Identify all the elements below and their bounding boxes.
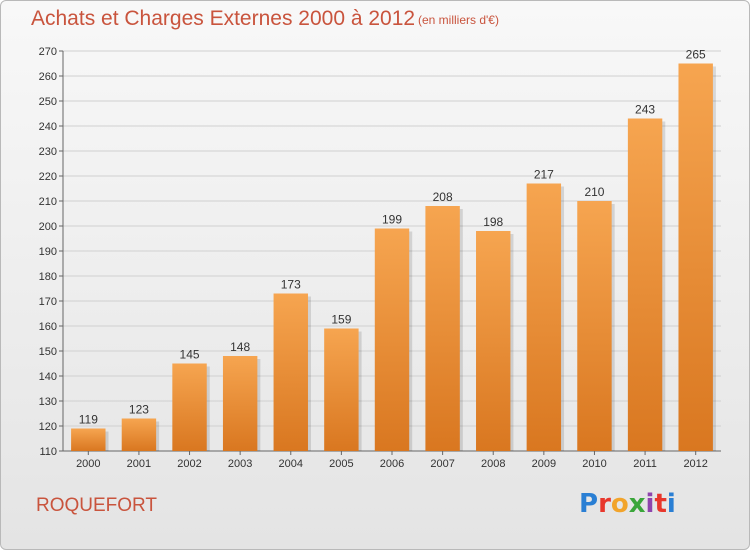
- x-tick-label: 2007: [430, 458, 454, 470]
- y-tick-label: 210: [39, 196, 57, 208]
- x-tick-label: 2011: [633, 458, 657, 470]
- bar-value-label: 159: [331, 313, 351, 327]
- y-tick-label: 220: [39, 171, 57, 183]
- bar-2009: [526, 183, 562, 451]
- logo-letter: t: [654, 489, 667, 519]
- x-tick-label: 2005: [329, 458, 353, 470]
- bar-value-label: 243: [635, 103, 655, 117]
- logo-letter: i: [666, 489, 676, 519]
- bar-value-label: 119: [79, 413, 98, 427]
- y-tick-label: 180: [39, 271, 57, 283]
- chart-title: Achats et Charges Externes 2000 à 2012: [31, 7, 416, 30]
- bar-value-label: 217: [534, 168, 554, 182]
- logo-letter: r: [598, 489, 611, 519]
- y-tick-label: 200: [39, 221, 57, 233]
- y-tick-label: 150: [39, 346, 57, 358]
- y-tick-label: 250: [39, 96, 57, 108]
- bar-value-label: 208: [433, 190, 453, 204]
- logo-letter: P: [579, 489, 599, 519]
- y-tick-label: 160: [39, 321, 57, 333]
- x-tick-label: 2006: [380, 458, 404, 470]
- bar-2007: [425, 206, 460, 451]
- y-tick-label: 190: [39, 246, 57, 258]
- y-tick-label: 140: [39, 371, 57, 383]
- x-tick-label: 2000: [76, 458, 100, 470]
- x-tick-label: 2010: [582, 458, 606, 470]
- y-tick-label: 110: [39, 446, 57, 458]
- x-tick-label: 2009: [532, 458, 556, 470]
- y-tick-label: 130: [39, 396, 57, 408]
- bar-2004: [273, 293, 308, 451]
- bar-value-label: 123: [129, 403, 149, 417]
- x-tick-label: 2012: [683, 458, 707, 470]
- proxiti-logo[interactable]: Proxiti: [579, 489, 676, 519]
- bar-value-label: 210: [584, 185, 604, 199]
- commune-name: ROQUEFORT: [36, 495, 158, 516]
- bar-2008: [476, 231, 511, 451]
- y-tick-label: 240: [39, 121, 57, 133]
- bar-2010: [577, 201, 612, 451]
- x-tick-label: 2001: [127, 458, 151, 470]
- y-tick-label: 270: [39, 46, 57, 58]
- bars: [71, 63, 716, 451]
- axes: 110 120 130 140 150 160 170 180 190 200 210 220 230 2…: [39, 46, 721, 470]
- y-tick-label: 260: [39, 71, 57, 83]
- chart-subtitle: (en milliers d'€): [418, 13, 499, 27]
- bar-value-label: 198: [483, 215, 503, 229]
- y-tick-label: 120: [39, 421, 57, 433]
- x-tick-label: 2002: [177, 458, 201, 470]
- x-tick-label: 2008: [481, 458, 505, 470]
- x-tick-label: 2004: [279, 458, 303, 470]
- logo-letter: i: [645, 489, 655, 519]
- bar-2011: [627, 118, 663, 451]
- logo-letter: o: [610, 489, 629, 519]
- bar-2002: [172, 363, 207, 451]
- bar-2003: [222, 356, 258, 451]
- data-labels: 119 123 145 148 173 159 199 208 198 217 210 243 265: [79, 48, 706, 427]
- bar-2006: [374, 228, 410, 451]
- y-tick-label: 170: [39, 296, 57, 308]
- logo-letter: x: [628, 489, 646, 519]
- bar-2000: [71, 428, 106, 451]
- bar-value-label: 145: [180, 348, 200, 362]
- bar-value-label: 265: [686, 48, 706, 62]
- bar-2001: [121, 418, 157, 451]
- bar-2012: [678, 63, 713, 451]
- bar-2005: [324, 328, 359, 451]
- x-tick-label: 2003: [228, 458, 252, 470]
- y-tick-label: 230: [39, 146, 57, 158]
- bar-value-label: 199: [382, 213, 402, 227]
- bar-value-label: 173: [281, 278, 301, 292]
- bar-value-label: 148: [230, 340, 250, 354]
